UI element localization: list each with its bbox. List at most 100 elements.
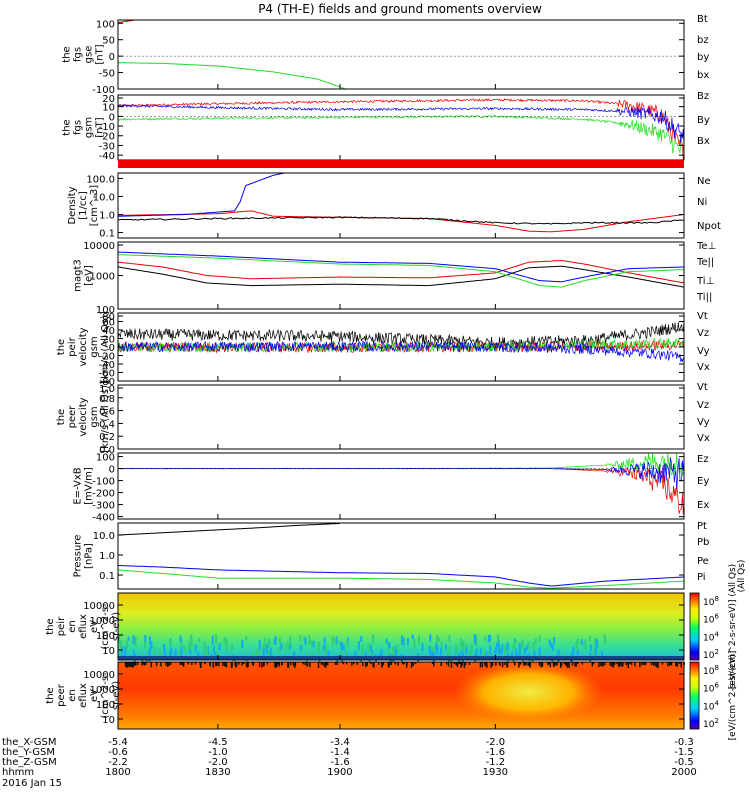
spectrogram-pixel: [661, 662, 664, 665]
legend-entry-bz: bz: [697, 35, 709, 46]
spectrogram-pixel: [583, 641, 586, 649]
spectrogram-pixel: [334, 662, 337, 665]
y-axis-label: [cm^-3]: [89, 185, 100, 226]
spectrogram-pixel: [124, 662, 127, 667]
spectrogram-pixel: [268, 639, 271, 645]
spectrogram-pixel: [456, 647, 459, 655]
spectrogram-pixel: [445, 662, 448, 665]
spectrogram-pixel: [120, 646, 123, 657]
spectrogram-pixel: [518, 643, 521, 653]
legend-entry-Pi: Pi: [697, 572, 706, 583]
spectrogram-pixel: [575, 662, 577, 666]
y-axis-label: [1/cc]: [78, 191, 89, 220]
series-line-moment_temperature-Ti||: [118, 254, 684, 288]
spectrogram-pixel: [258, 640, 261, 650]
spectrogram-pixel: [150, 662, 153, 668]
spectrogram-pixel: [518, 650, 521, 658]
spectrogram-pixel: [484, 636, 486, 642]
spectrogram-pixel: [134, 662, 136, 666]
spectrogram-pixel: [501, 644, 504, 653]
spectrogram-pixel: [410, 662, 413, 668]
spectrogram-pixel: [168, 662, 170, 666]
spectrogram-pixel: [461, 641, 464, 650]
spectrogram-pixel: [680, 662, 682, 668]
spectrogram-pixel: [326, 662, 328, 665]
spectrogram-pixel: [184, 647, 186, 652]
y-tick-label: 10: [102, 715, 115, 726]
spectrogram-pixel: [428, 645, 431, 656]
y-axis-label: eflux: [78, 683, 89, 708]
spectrogram-pixel: [447, 650, 449, 657]
y-axis-label: the: [62, 46, 73, 62]
panel-frame-pressure: [117, 522, 685, 590]
spectrogram-pixel: [372, 634, 375, 644]
series-line-fgs_gse-by: [118, 62, 346, 89]
y-tick-label: -300: [92, 501, 115, 512]
y-axis-label: peer: [56, 683, 67, 707]
spectrogram-pixel: [289, 642, 292, 650]
spectrogram-pixel: [519, 662, 522, 665]
spectrogram-pixel: [470, 644, 473, 654]
spectrogram-pixel: [580, 639, 583, 645]
spectrogram-pixel: [523, 662, 525, 666]
spectrogram-pixel: [215, 634, 217, 644]
spectrogram-pixel: [418, 635, 420, 645]
spectrogram-pixel: [320, 662, 323, 665]
y-tick-label: 0.4: [99, 419, 115, 430]
x-axis-value: -0.5: [674, 757, 694, 768]
y-tick-label: -20: [99, 132, 115, 143]
spectrogram-pixel: [594, 638, 597, 646]
y-tick-label: 0: [109, 465, 115, 476]
panel-frame-moment_temperature: [117, 241, 685, 310]
series-line-ion_velocity-Vy: [118, 337, 684, 354]
spectrogram-pixel: [440, 642, 443, 649]
spectrogram-pixel: [463, 662, 466, 668]
spectrogram-pixel: [263, 643, 266, 652]
spectrogram-pixel: [142, 662, 145, 665]
y-axis-label: [nPa]: [84, 543, 95, 569]
spectrogram-pixel: [484, 651, 487, 660]
spectrogram-pixel: [132, 649, 135, 658]
spectrogram-pixel: [218, 644, 221, 651]
y-axis-label: [km/s (All Qs)]: [100, 381, 111, 453]
spectrogram-pixel: [143, 662, 146, 666]
spectrogram-pixel: [491, 662, 494, 666]
y-tick-label: -100: [92, 85, 115, 96]
x-axis-value: -1.0: [208, 747, 228, 758]
spectrogram-pixel: [627, 662, 629, 668]
spectrogram-pixel: [323, 648, 326, 653]
spectrogram-pixel: [370, 645, 372, 652]
spectrogram-pixel: [336, 662, 338, 665]
spectrogram-pixel: [174, 648, 177, 657]
spectrogram-pixel: [529, 662, 531, 668]
spectrogram-pixel: [183, 645, 186, 650]
x-axis-value: -3.4: [330, 737, 350, 748]
spectrogram-pixel: [180, 639, 183, 646]
y-axis-label: the: [56, 339, 67, 355]
spectrogram-pixel: [194, 644, 197, 652]
spectrogram-floor: [118, 656, 684, 660]
spectrogram-pixel: [431, 662, 434, 665]
spectrogram-pixel: [292, 662, 294, 666]
spectrogram-pixel: [514, 640, 517, 645]
spectrogram-pixel: [127, 662, 129, 667]
y-axis-label: sr-eV): [111, 681, 122, 710]
spectrogram-pixel: [553, 662, 555, 667]
spectrogram-pixel: [281, 662, 283, 666]
y-axis-label: peer: [67, 405, 78, 429]
spectrogram-pixel: [571, 649, 574, 655]
spectrogram-pixel: [124, 646, 127, 657]
spectrogram-pixel: [345, 662, 348, 665]
y-tick-label: 40: [102, 326, 115, 337]
legend-entry-By: By: [697, 115, 710, 126]
spectrogram-pixel: [222, 662, 224, 666]
spectrogram-pixel: [145, 662, 147, 666]
y-tick-label: 50: [102, 36, 115, 47]
spectrogram-pixel: [266, 662, 269, 665]
spectrogram-pixel: [381, 662, 383, 668]
legend-entry-Ti||: Ti||: [696, 292, 712, 303]
y-axis-label: gse: [84, 46, 95, 64]
spectrogram-pixel: [465, 643, 468, 648]
spectrogram-pixel: [577, 662, 579, 665]
x-axis-value: -1.6: [330, 757, 350, 768]
